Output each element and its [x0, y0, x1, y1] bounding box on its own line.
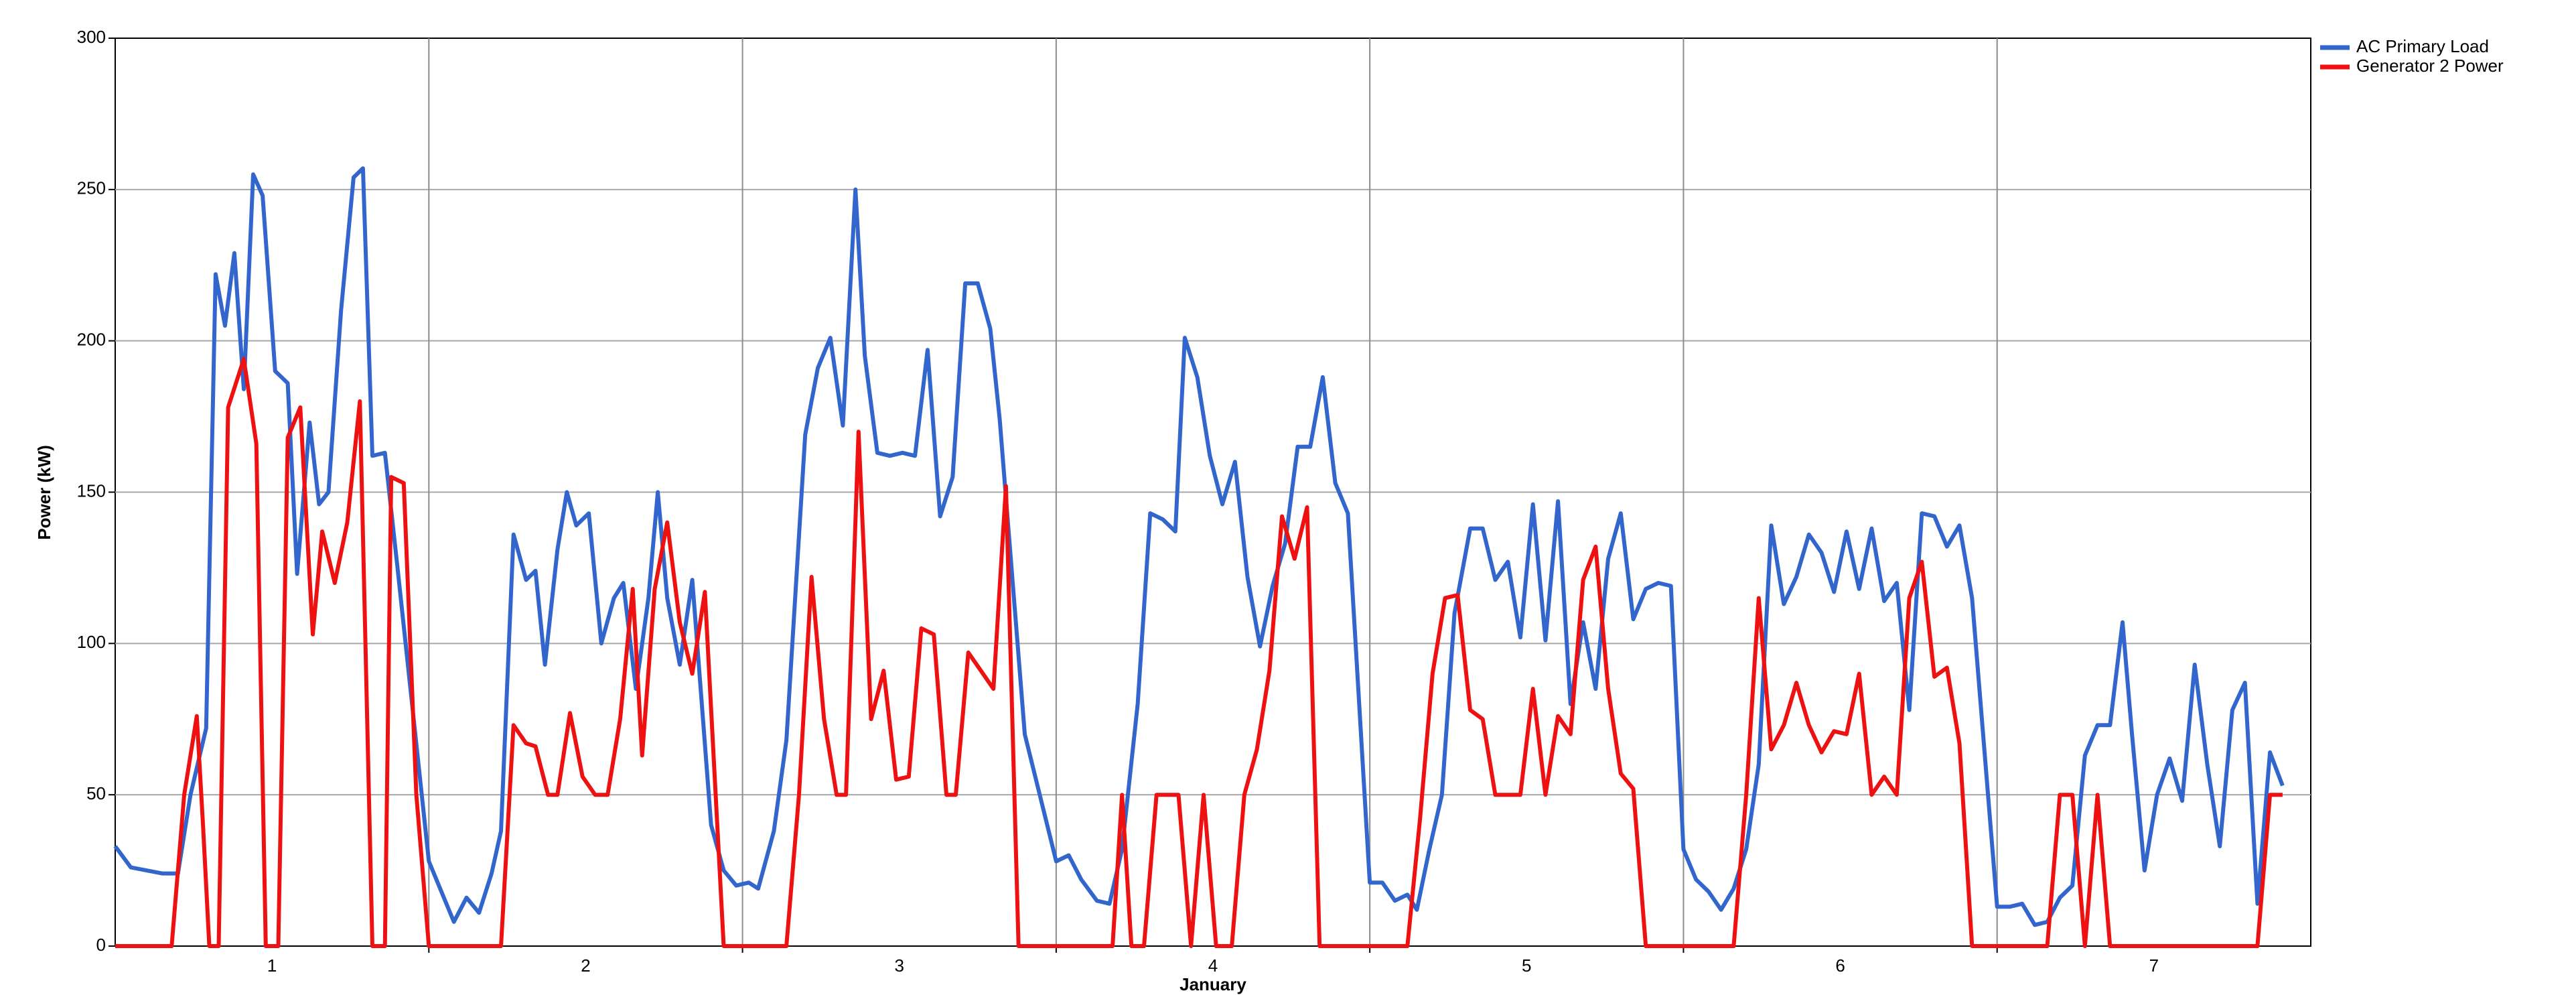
y-tick-label: 0 — [96, 935, 106, 955]
x-axis-label: January — [1179, 974, 1246, 994]
vertical-gridlines — [428, 38, 1998, 946]
series-lines — [113, 166, 2285, 948]
y-tick-label: 300 — [77, 27, 106, 47]
horizontal-gridlines — [115, 188, 2311, 796]
y-axis-label: Power (kW) — [34, 445, 54, 540]
legend-label-ac-primary-load: AC Primary Load — [2356, 36, 2489, 56]
y-tick-label: 50 — [86, 783, 106, 803]
x-tick-label: 5 — [1522, 955, 1531, 976]
legend: AC Primary Load Generator 2 Power — [2320, 36, 2504, 76]
x-tick-label: 4 — [1208, 955, 1218, 976]
series-line-generator-2-power — [115, 356, 2283, 948]
x-tick-label: 6 — [1835, 955, 1845, 976]
y-tick-label: 250 — [77, 178, 106, 198]
x-axis-ticks: 1 2 3 4 5 6 7 — [267, 946, 2159, 976]
y-tick-label: 100 — [77, 632, 106, 652]
x-tick-label: 7 — [2149, 955, 2159, 976]
x-tick-label: 1 — [267, 955, 277, 976]
y-tick-label: 200 — [77, 330, 106, 350]
y-axis-ticks: 0 50 100 150 200 250 300 — [77, 27, 115, 955]
legend-label-generator-2-power: Generator 2 Power — [2356, 56, 2504, 76]
y-tick-label: 150 — [77, 480, 106, 501]
x-tick-label: 3 — [894, 955, 904, 976]
x-tick-label: 2 — [581, 955, 590, 976]
